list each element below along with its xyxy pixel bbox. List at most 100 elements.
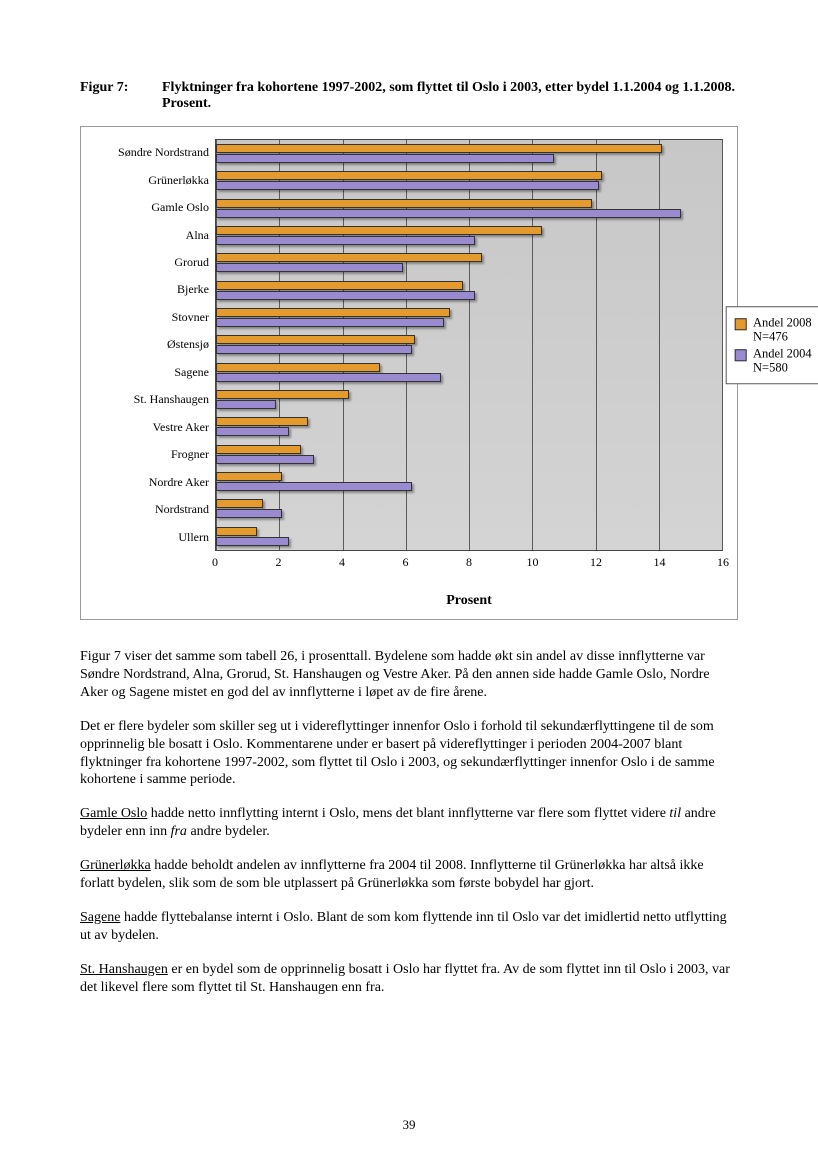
bar [216,482,412,491]
bar-group [216,472,722,491]
bar [216,154,554,163]
chart-y-tick-label: St. Hanshaugen [95,392,209,407]
bar-group [216,417,722,436]
bar-group [216,226,722,245]
bar [216,527,257,536]
chart-y-tick-label: Ullern [95,530,209,545]
figure-caption: Figur 7: Flyktninger fra kohortene 1997-… [80,80,738,112]
chart-x-tick-label: 12 [590,555,602,570]
bar [216,263,403,272]
chart-x-tick-label: 4 [339,555,345,570]
chart-y-labels: Søndre Nordstrand Grünerløkka Gamle Oslo Al… [95,139,215,551]
bar [216,291,475,300]
figure-title: Flyktninger fra kohortene 1997-2002, som… [162,80,738,112]
bar [216,181,599,190]
bar-group [216,281,722,300]
bar [216,509,282,518]
text-span: hadde flyttebalanse internt i Oslo. Blan… [80,910,727,943]
chart-y-tick-label: Grorud [95,255,209,270]
chart-plot-area: Andel 2008N=476 Andel 2004N=580 [215,139,723,551]
bar-group [216,335,722,354]
legend-swatch [735,349,747,361]
bar-group [216,390,722,409]
bar [216,499,263,508]
legend-item: Andel 2004N=580 [735,346,812,375]
chart-y-tick-label: Alna [95,228,209,243]
chart-y-tick-label: Frogner [95,447,209,462]
underlined-term: Sagene [80,910,120,925]
paragraph: Grünerløkka hadde beholdt andelen av inn… [80,857,738,893]
figure-label: Figur 7: [80,80,162,112]
legend-text: Andel 2008N=476 [753,315,812,344]
underlined-term: Gamle Oslo [80,806,147,821]
bar [216,253,482,262]
bar-group [216,171,722,190]
bar [216,144,662,153]
bar [216,400,276,409]
bar-group [216,199,722,218]
chart-x-tick-label: 6 [403,555,409,570]
bar-group [216,363,722,382]
bar-group [216,445,722,464]
paragraph: Sagene hadde flyttebalanse internt i Osl… [80,909,738,945]
legend-label: Andel 2008N=476 [753,315,812,343]
chart-x-tick-label: 0 [212,555,218,570]
text-span: hadde beholdt andelen av innflytterne fr… [80,858,704,891]
chart-legend: Andel 2008N=476 Andel 2004N=580 [726,306,818,384]
chart-plot-row: Søndre Nordstrand Grünerløkka Gamle Oslo Al… [95,139,723,551]
bar [216,171,602,180]
bar [216,345,412,354]
chart-y-tick-label: Grünerløkka [95,173,209,188]
bar [216,472,282,481]
chart-x-tick-label: 16 [717,555,729,570]
paragraph: Gamle Oslo hadde netto innflytting inter… [80,805,738,841]
legend-text: Andel 2004N=580 [753,346,812,375]
bar [216,373,441,382]
chart-y-tick-label: Gamle Oslo [95,200,209,215]
bar [216,209,681,218]
body-text: Figur 7 viser det samme som tabell 26, i… [80,648,738,997]
text-span: andre bydeler. [187,824,270,839]
bar [216,455,314,464]
bar [216,445,301,454]
chart-y-tick-label: Sagene [95,365,209,380]
chart-x-title: Prosent [215,593,723,609]
chart-bars [216,140,722,550]
chart-y-tick-label: Nordstrand [95,502,209,517]
chart-x-tick-label: 8 [466,555,472,570]
bar [216,537,289,546]
emphasis: fra [171,824,187,839]
bar-group [216,499,722,518]
chart-x-tick-label: 10 [527,555,539,570]
bar [216,318,444,327]
bar [216,281,463,290]
bar [216,226,542,235]
paragraph: Figur 7 viser det samme som tabell 26, i… [80,648,738,702]
chart-y-tick-label: Nordre Aker [95,475,209,490]
chart-container: Søndre Nordstrand Grünerløkka Gamle Oslo Al… [80,126,738,620]
chart-y-tick-label: Søndre Nordstrand [95,145,209,160]
legend-label: Andel 2004N=580 [753,346,812,374]
chart-y-tick-label: Bjerke [95,282,209,297]
chart-x-tick-label: 14 [654,555,666,570]
paragraph: Det er flere bydeler som skiller seg ut … [80,718,738,790]
chart-y-tick-label: Østensjø [95,337,209,352]
legend-swatch [735,318,747,330]
underlined-term: Grünerløkka [80,858,151,873]
bar [216,390,349,399]
chart-y-tick-label: Vestre Aker [95,420,209,435]
bar-group [216,527,722,546]
chart-y-tick-label: Stovner [95,310,209,325]
chart-x-axis: 0246810121416 [215,555,723,571]
underlined-term: St. Hanshaugen [80,962,168,977]
bar-group [216,253,722,272]
emphasis: til [669,806,681,821]
legend-item: Andel 2008N=476 [735,315,812,344]
bar [216,417,308,426]
bar [216,199,592,208]
bar [216,427,289,436]
bar [216,236,475,245]
bar [216,363,380,372]
bar [216,308,450,317]
chart-x-tick-label: 2 [276,555,282,570]
